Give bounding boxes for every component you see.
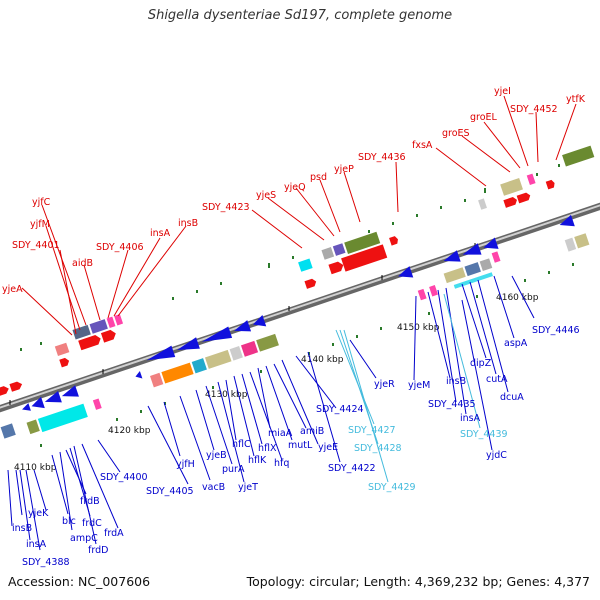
gene-label: hflC <box>232 439 251 450</box>
gene-label: SDY_4427 <box>348 425 396 436</box>
gene-cluster-frd <box>0 385 102 439</box>
gene-label: SDY_4388 <box>22 557 70 568</box>
bottom-gene-labels: SDY_4388 insA insB yjeK blc ampC frdB fr… <box>12 325 580 568</box>
gene-label: insB <box>12 523 32 534</box>
gene-label: miaA <box>268 428 293 439</box>
gene-label: aidB <box>72 258 93 269</box>
gene-label: yjeR <box>374 379 395 390</box>
gene-label: dipZ <box>470 358 492 369</box>
gene-label: SDY_4424 <box>316 404 364 415</box>
gene-label: yjeT <box>238 482 258 493</box>
kbp-labels: 4110 kbp 4120 kbp 4130 kbp 4140 kbp 4150… <box>14 293 539 473</box>
gene-label: yjfH <box>176 459 195 470</box>
gene-label: insB <box>446 376 466 387</box>
gene-label: yjeM <box>408 380 430 391</box>
gene-label: insA <box>26 539 47 550</box>
gene-label: cutA <box>486 374 508 385</box>
reverse-features <box>0 214 590 439</box>
gene-label: blc <box>62 516 76 527</box>
gene-label: ytfK <box>566 94 586 105</box>
gene-label: yjeB <box>206 450 227 461</box>
gene-label: SDY_4429 <box>368 482 416 493</box>
gene-label: insB <box>178 218 198 229</box>
forward-features <box>0 145 595 397</box>
cyan-gene-labels: SDY_4427 SDY_4428 SDY_4429 SDY_4439 <box>348 425 508 493</box>
gene-label: frdA <box>104 528 124 539</box>
gene-label: yjeK <box>28 508 49 519</box>
gene-label: mutL <box>288 440 313 451</box>
kbp-label: 4140 kbp <box>301 355 344 365</box>
gene-label: insA <box>460 413 481 424</box>
gene-block-red <box>0 381 23 397</box>
top-gene-labels: yjeA SDY_4401 yjfM yjfC aidB SDY_4406 in… <box>2 86 586 295</box>
gene-label: groES <box>442 128 470 139</box>
gene-cluster-dcu <box>398 237 501 301</box>
genome-summary: Topology: circular; Length: 4,369,232 bp… <box>246 574 590 589</box>
gene-label: purA <box>222 464 245 475</box>
gene-label: fxsA <box>412 140 433 151</box>
gene-label: yjfM <box>30 219 50 230</box>
accession-text: Accession: NC_007606 <box>8 574 151 589</box>
gene-label: ampC <box>70 533 98 544</box>
gene-label: dcuA <box>500 392 524 403</box>
gene-label: SDY_4422 <box>328 463 376 474</box>
gene-cluster-psd <box>298 231 398 289</box>
gene-cluster-aidB <box>54 314 124 368</box>
gene-label: yjeA <box>2 284 23 295</box>
gene-label: insA <box>150 228 171 239</box>
gene-label: SDY_4423 <box>202 202 250 213</box>
gene-label: SDY_4439 <box>460 429 508 440</box>
gene-label: yjeP <box>334 164 354 175</box>
gene-label: frdD <box>88 545 108 556</box>
genome-backbone <box>0 202 600 413</box>
gene-label: psd <box>310 172 327 183</box>
kbp-label: 4160 kbp <box>496 293 539 303</box>
gene-label: SDY_4435 <box>428 399 476 410</box>
gene-cluster-hfl <box>135 314 279 388</box>
gene-label: yjfC <box>32 197 51 208</box>
gene-label: SDY_4436 <box>358 152 406 163</box>
gene-label: SDY_4446 <box>532 325 580 336</box>
gene-cluster-right <box>559 214 590 252</box>
kbp-label: 4130 kbp <box>205 390 248 400</box>
top-leader-lines <box>21 95 577 336</box>
gene-label: yjdC <box>486 450 507 461</box>
gene-label: SDY_4405 <box>146 486 194 497</box>
gene-label: groEL <box>470 112 498 123</box>
gene-label: SDY_4452 <box>510 104 558 115</box>
gene-label: hflK <box>248 455 267 466</box>
map-title: Shigella dysenteriae Sd197, complete gen… <box>147 8 453 23</box>
gene-label: yjeS <box>256 190 276 201</box>
kbp-label: 4110 kbp <box>14 463 57 473</box>
kbp-label: 4120 kbp <box>108 426 151 436</box>
gene-label: vacB <box>202 482 225 493</box>
gene-label: hflX <box>258 443 277 454</box>
cyan-leader-lines <box>335 293 481 483</box>
gene-label: yjeQ <box>284 182 306 193</box>
gene-label: frdC <box>82 518 102 529</box>
gene-cluster-groEL <box>478 145 595 210</box>
gene-label: hfq <box>274 458 289 469</box>
gene-label: SDY_4406 <box>96 242 144 253</box>
gene-label: amiB <box>300 426 324 437</box>
kbp-label: 4150 kbp <box>397 323 440 333</box>
gene-label: SDY_4401 <box>12 240 60 251</box>
gene-label: SDY_4400 <box>100 472 148 483</box>
bottom-leader-lines <box>7 275 535 551</box>
gene-label: frdB <box>80 496 100 507</box>
gene-label: SDY_4428 <box>354 443 402 454</box>
gene-label: yjeI <box>494 86 511 97</box>
gene-label: aspA <box>504 338 528 349</box>
gene-label: yjeE <box>318 442 338 453</box>
